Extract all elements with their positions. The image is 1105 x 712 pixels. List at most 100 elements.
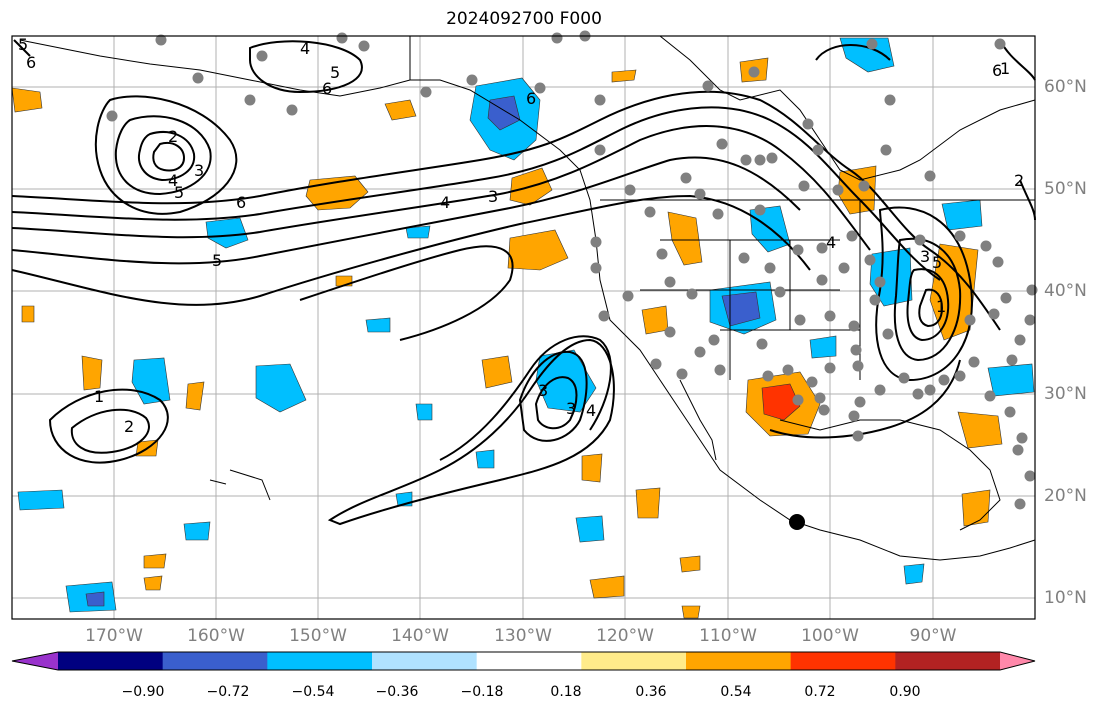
station-dots bbox=[106, 30, 1038, 510]
contour-label: 5 bbox=[174, 183, 184, 202]
station-dot bbox=[664, 326, 676, 338]
station-dot bbox=[1014, 334, 1026, 346]
station-dot bbox=[766, 152, 778, 164]
station-dot bbox=[880, 144, 892, 156]
station-dot bbox=[866, 38, 878, 50]
colorbar-segment bbox=[267, 652, 373, 670]
positive-anomaly bbox=[581, 453, 603, 483]
positive-anomaly bbox=[681, 605, 701, 619]
contour-label: 2 bbox=[124, 417, 134, 436]
station-dot bbox=[754, 204, 766, 216]
station-dot bbox=[806, 376, 818, 388]
station-dot bbox=[924, 384, 936, 396]
station-dot bbox=[680, 172, 692, 184]
negative-anomaly bbox=[255, 363, 307, 413]
contour-label: 4 bbox=[300, 39, 310, 58]
map-title: 2024092700 F000 bbox=[446, 9, 602, 29]
station-dot bbox=[864, 254, 876, 266]
station-dot bbox=[954, 230, 966, 242]
lat-label-50n: 50°N bbox=[1044, 179, 1087, 199]
station-dot bbox=[106, 110, 118, 122]
station-dot bbox=[1014, 498, 1026, 510]
positive-anomaly bbox=[641, 305, 669, 335]
negative-anomaly bbox=[365, 317, 391, 333]
negative-anomaly bbox=[183, 521, 211, 541]
station-dot bbox=[858, 180, 870, 192]
contour-label: 5 bbox=[932, 253, 942, 272]
station-dot bbox=[1006, 354, 1018, 366]
positive-anomaly bbox=[667, 211, 703, 266]
station-dot bbox=[192, 72, 204, 84]
colorbar-tick: −0.72 bbox=[206, 684, 250, 700]
station-dot bbox=[954, 370, 966, 382]
station-dot bbox=[762, 370, 774, 382]
station-dot bbox=[812, 144, 824, 156]
contour-label: 6 bbox=[236, 193, 246, 212]
contour-label: 6 bbox=[26, 53, 36, 72]
station-dot bbox=[1024, 470, 1036, 482]
colorbar-tick: −0.18 bbox=[460, 684, 504, 700]
colorbar-tick: −0.90 bbox=[121, 684, 165, 700]
station-dot bbox=[708, 334, 720, 346]
colorbar-tick: 0.54 bbox=[720, 684, 752, 700]
lon-label-90w: 90°W bbox=[909, 626, 957, 646]
colorbar-segment bbox=[895, 652, 1001, 670]
station-dot bbox=[598, 310, 610, 322]
colorbar-segment bbox=[372, 652, 478, 670]
station-dot bbox=[824, 310, 836, 322]
station-dot bbox=[816, 242, 828, 254]
lat-label-40n: 40°N bbox=[1044, 281, 1087, 301]
station-dot bbox=[1024, 314, 1036, 326]
positive-anomaly bbox=[611, 69, 637, 83]
contour-labels: 5 6 4 5 6 2 3 4 5 6 5 4 3 6 1 2 3 4 5 6 … bbox=[18, 35, 1024, 436]
contour-label: 5 bbox=[212, 251, 222, 270]
station-dot bbox=[712, 208, 724, 220]
station-dot bbox=[594, 144, 606, 156]
colorbar-extend-high bbox=[1000, 652, 1035, 670]
positive-anomaly bbox=[481, 355, 513, 389]
positive-anomaly bbox=[81, 355, 103, 391]
station-dot bbox=[1016, 432, 1028, 444]
station-dot bbox=[1026, 284, 1038, 296]
station-dot bbox=[686, 288, 698, 300]
positive-anomaly bbox=[635, 487, 661, 519]
station-dot bbox=[1000, 292, 1012, 304]
station-dot bbox=[716, 138, 728, 150]
positive-anomaly bbox=[21, 305, 35, 323]
station-dot bbox=[782, 364, 794, 376]
station-dot bbox=[874, 276, 886, 288]
colorbar-segment bbox=[686, 652, 792, 670]
contour-label: 6 bbox=[526, 89, 536, 108]
colorbar-segment bbox=[790, 652, 896, 670]
station-dot bbox=[852, 430, 864, 442]
contour-label: 2 bbox=[168, 127, 178, 146]
station-dot bbox=[882, 328, 894, 340]
positive-anomaly bbox=[761, 383, 801, 421]
station-dot bbox=[594, 94, 606, 106]
negative-anomaly bbox=[405, 225, 431, 239]
negative-anomaly bbox=[487, 95, 521, 131]
station-dot bbox=[748, 66, 760, 78]
contour-label: 4 bbox=[826, 233, 836, 252]
station-dot bbox=[622, 290, 634, 302]
storm-marker bbox=[789, 514, 805, 530]
station-dot bbox=[358, 40, 370, 52]
colorbar-tick: −0.36 bbox=[375, 684, 419, 700]
colorbar bbox=[12, 652, 1035, 670]
station-dot bbox=[792, 244, 804, 256]
negative-anomaly bbox=[941, 199, 983, 231]
contour-label: 3 bbox=[920, 247, 930, 266]
positive-anomaly bbox=[185, 381, 205, 411]
contour-label: 3 bbox=[194, 161, 204, 180]
lon-label-110w: 110°W bbox=[699, 626, 757, 646]
station-dot bbox=[846, 230, 858, 242]
negative-anomaly bbox=[903, 563, 925, 585]
contour-label: 6 bbox=[992, 61, 1002, 80]
positive-anomaly bbox=[679, 555, 701, 573]
station-dot bbox=[676, 368, 688, 380]
colorbar-tick: −0.54 bbox=[291, 684, 335, 700]
contour-label: 5 bbox=[18, 35, 28, 54]
station-dot bbox=[992, 256, 1004, 268]
positive-anomaly bbox=[384, 99, 417, 121]
station-dot bbox=[988, 308, 1000, 320]
